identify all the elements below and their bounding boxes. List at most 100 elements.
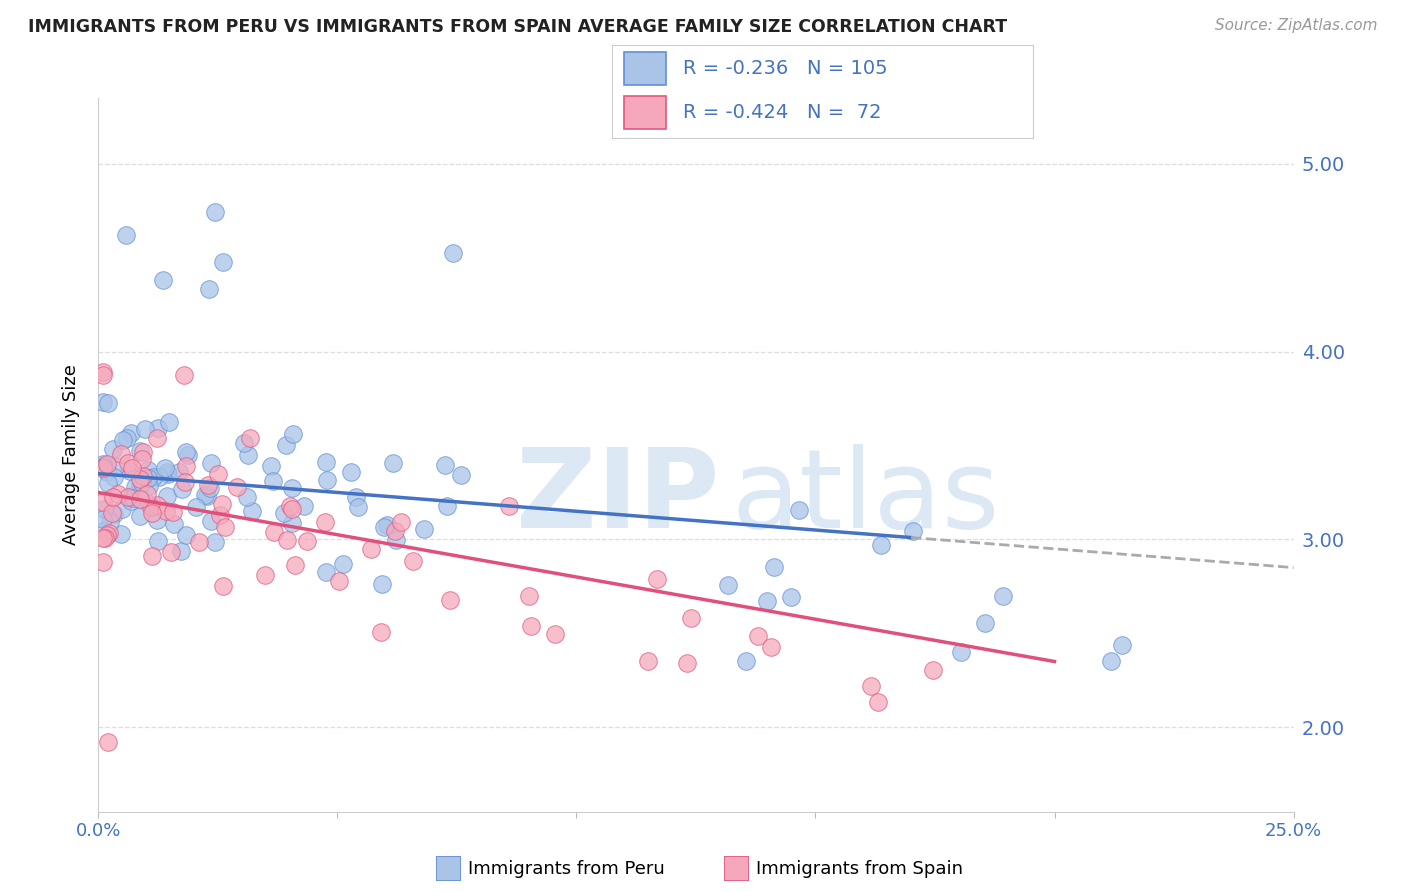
Point: [110, 447, 132, 461]
Point: [148, 470, 170, 484]
Point: [214, 520, 236, 534]
Point: [1111, 638, 1133, 652]
Point: [135, 487, 157, 501]
Point: [96, 396, 118, 410]
Point: [155, 460, 177, 475]
Point: [103, 508, 125, 522]
Point: [114, 227, 136, 242]
Point: [128, 509, 150, 524]
Point: [136, 471, 159, 485]
Point: [761, 640, 783, 655]
Point: [97, 735, 120, 749]
Point: [142, 470, 165, 484]
Point: [263, 524, 285, 539]
Point: [226, 480, 249, 494]
Point: [186, 500, 208, 514]
Y-axis label: Average Family Size: Average Family Size: [62, 365, 80, 545]
Point: [211, 578, 233, 592]
Point: [281, 481, 304, 495]
Point: [315, 455, 337, 469]
Point: [259, 459, 281, 474]
Point: [921, 663, 943, 677]
Point: [91, 460, 114, 475]
Point: [200, 456, 222, 470]
Point: [174, 528, 197, 542]
Point: [373, 520, 395, 534]
Point: [120, 426, 142, 441]
Point: [443, 246, 465, 260]
Point: [101, 490, 124, 504]
Point: [152, 273, 174, 287]
Point: [110, 526, 132, 541]
Point: [402, 554, 425, 568]
Point: [111, 433, 134, 447]
Point: [328, 574, 350, 589]
Point: [129, 491, 152, 506]
Point: [281, 501, 304, 516]
Bar: [624, 96, 666, 129]
Point: [384, 524, 406, 539]
Point: [332, 558, 354, 572]
Point: [103, 470, 125, 484]
Point: [276, 533, 298, 548]
Point: [96, 465, 118, 479]
Point: [138, 478, 160, 492]
Point: [755, 594, 778, 608]
Point: [120, 464, 142, 478]
Point: [163, 516, 186, 531]
Point: [93, 502, 115, 516]
Point: [167, 465, 190, 479]
Text: R = -0.424   N =  72: R = -0.424 N = 72: [683, 103, 882, 122]
Point: [129, 472, 152, 486]
Point: [517, 589, 540, 603]
Point: [145, 498, 167, 512]
Bar: [624, 52, 666, 85]
Point: [762, 560, 785, 574]
Point: [389, 515, 412, 529]
Point: [145, 431, 167, 445]
Point: [375, 518, 398, 533]
Point: [236, 448, 259, 462]
Point: [789, 503, 811, 517]
Point: [91, 531, 114, 545]
Point: [134, 422, 156, 436]
Point: [148, 534, 170, 549]
Point: [498, 499, 520, 513]
Point: [413, 522, 436, 536]
Point: [173, 368, 195, 382]
Point: [434, 458, 457, 473]
Point: [360, 541, 382, 556]
Point: [91, 366, 114, 380]
Point: [101, 506, 124, 520]
Point: [96, 457, 118, 471]
Point: [253, 568, 276, 582]
Point: [637, 654, 659, 668]
Text: Immigrants from Peru: Immigrants from Peru: [468, 860, 665, 878]
Point: [98, 515, 121, 529]
Point: [129, 443, 152, 458]
Text: IMMIGRANTS FROM PERU VS IMMIGRANTS FROM SPAIN AVERAGE FAMILY SIZE CORRELATION CH: IMMIGRANTS FROM PERU VS IMMIGRANTS FROM …: [28, 18, 1007, 36]
Point: [174, 475, 197, 489]
Point: [280, 499, 302, 513]
Point: [138, 498, 160, 512]
Text: R = -0.236   N = 105: R = -0.236 N = 105: [683, 59, 889, 78]
Point: [177, 448, 200, 462]
Point: [97, 475, 120, 490]
Point: [170, 543, 193, 558]
Text: Immigrants from Spain: Immigrants from Spain: [756, 860, 963, 878]
Point: [901, 524, 924, 539]
Point: [131, 451, 153, 466]
Point: [209, 508, 232, 523]
Point: [344, 490, 367, 504]
Point: [174, 459, 197, 474]
Point: [1099, 655, 1122, 669]
Point: [439, 593, 461, 607]
Point: [385, 533, 408, 547]
Point: [207, 467, 229, 481]
Point: [156, 489, 179, 503]
Point: [870, 538, 893, 552]
Point: [991, 589, 1014, 603]
Point: [284, 558, 307, 573]
Point: [679, 611, 702, 625]
Point: [101, 442, 124, 456]
